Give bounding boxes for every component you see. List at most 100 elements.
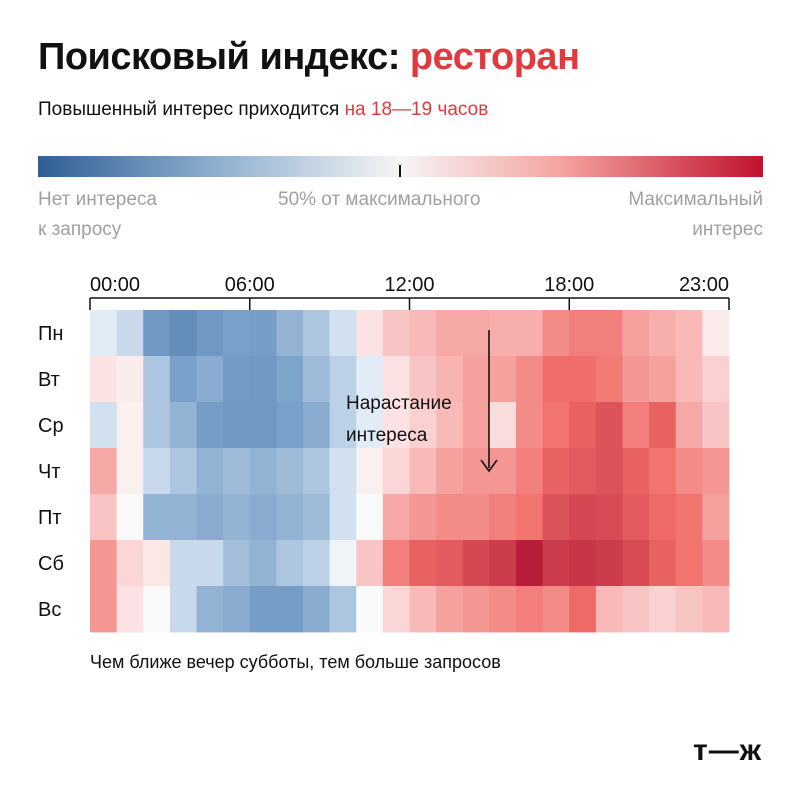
heatmap-cell [675,402,703,449]
heatmap-cell [436,310,464,357]
heatmap-cell [196,310,224,357]
heatmap-cell [382,356,410,403]
heatmap-cell [649,540,677,587]
heatmap-cell [356,356,384,403]
heatmap-cell [462,586,490,633]
y-tick-label: Пт [38,507,62,529]
heatmap-cell [542,402,570,449]
heatmap-cell [116,586,144,633]
heatmap-cell [675,356,703,403]
heatmap-cell [249,494,277,541]
heatmap-cell [249,586,277,633]
heatmap-cell [276,586,304,633]
page-title: Поисковый индекс: ресторан [38,36,580,79]
heatmap-cell [223,540,251,587]
heatmap-cell [356,448,384,495]
heatmap-cell [249,402,277,449]
heatmap-cell [276,402,304,449]
heatmap-cell [569,494,597,541]
heatmap-cell [436,494,464,541]
legend-high-line1: Максимальный [628,189,763,210]
x-tick-label: 06:00 [225,274,275,296]
heatmap-cell [489,540,517,587]
heatmap-cell [382,586,410,633]
annotation-line1: Нарастание [346,393,452,414]
heatmap-cell [702,310,730,357]
heatmap-cell [276,540,304,587]
heatmap-cell [223,586,251,633]
y-tick-label: Вт [38,369,60,391]
legend-low-line2: к запросу [38,219,122,240]
heatmap-cell [116,540,144,587]
heatmap-cell [382,540,410,587]
heatmap-cell [436,586,464,633]
x-axis: 00:00 06:00 12:00 18:00 23:00 [89,274,730,310]
heatmap-cell [516,540,544,587]
heatmap-cell [303,586,331,633]
heatmap-cell [569,540,597,587]
heatmap-cell [675,448,703,495]
heatmap-cell [143,356,171,403]
subtitle-accent: на 18—19 часов [344,99,489,120]
heatmap-cell [436,540,464,587]
heatmap-cell [90,540,118,587]
heatmap-cell [702,356,730,403]
heatmap-cell [169,494,197,541]
heatmap-cell [303,448,331,495]
heatmap-cell [516,494,544,541]
heatmap-cell [196,494,224,541]
heatmap-cell [249,540,277,587]
legend-low-line1: Нет интереса [38,189,158,210]
legend-low-label: Нет интереса к запросу [38,185,157,245]
heatmap-cell [516,356,544,403]
heatmap-cell [409,494,437,541]
heatmap-cell [329,310,357,357]
legend-mid-label: 50% от максимального [278,189,481,210]
heatmap-cell [223,448,251,495]
heatmap-cell [276,310,304,357]
heatmap-cell [542,310,570,357]
heatmap-cell [542,448,570,495]
y-tick-label: Ср [38,415,64,437]
heatmap-cell [382,448,410,495]
brand-logo: т—ж [693,734,762,767]
heatmap-cell [169,310,197,357]
heatmap-cell [303,310,331,357]
heatmap-cell [516,448,544,495]
x-tick-label: 23:00 [679,274,729,296]
heatmap-cell [223,356,251,403]
heatmap-cell [436,402,464,449]
heatmap-cell [329,356,357,403]
heatmap-cell [542,494,570,541]
heatmap-cell [462,356,490,403]
heatmap-cell [622,356,650,403]
heatmap-cell [542,540,570,587]
heatmap-cell [356,540,384,587]
heatmap-cell [116,448,144,495]
heatmap-cell [356,586,384,633]
heatmap-cell [409,310,437,357]
heatmap-cell [143,402,171,449]
heatmap-cell [649,402,677,449]
heatmap-cell [382,310,410,357]
heatmap-cell [542,586,570,633]
heatmap-cell [329,586,357,633]
heatmap-cell [116,356,144,403]
heatmap-cell [249,448,277,495]
heatmap-cell [542,356,570,403]
heatmap-cell [702,540,730,587]
heatmap-cell [702,494,730,541]
x-tick-label: 00:00 [90,274,140,296]
heatmap-cell [622,586,650,633]
heatmap-cell [143,448,171,495]
heatmap-cell [329,402,357,449]
y-axis: Пн Вт Ср Чт Пт Сб Вс [38,323,64,621]
heatmap-cell [169,356,197,403]
heatmap-cell [90,494,118,541]
heatmap-cell [649,448,677,495]
heatmap-cell [196,540,224,587]
heatmap-cell [516,586,544,633]
heatmap-cell [409,356,437,403]
heatmap-cell [675,586,703,633]
heatmap-cell [516,310,544,357]
